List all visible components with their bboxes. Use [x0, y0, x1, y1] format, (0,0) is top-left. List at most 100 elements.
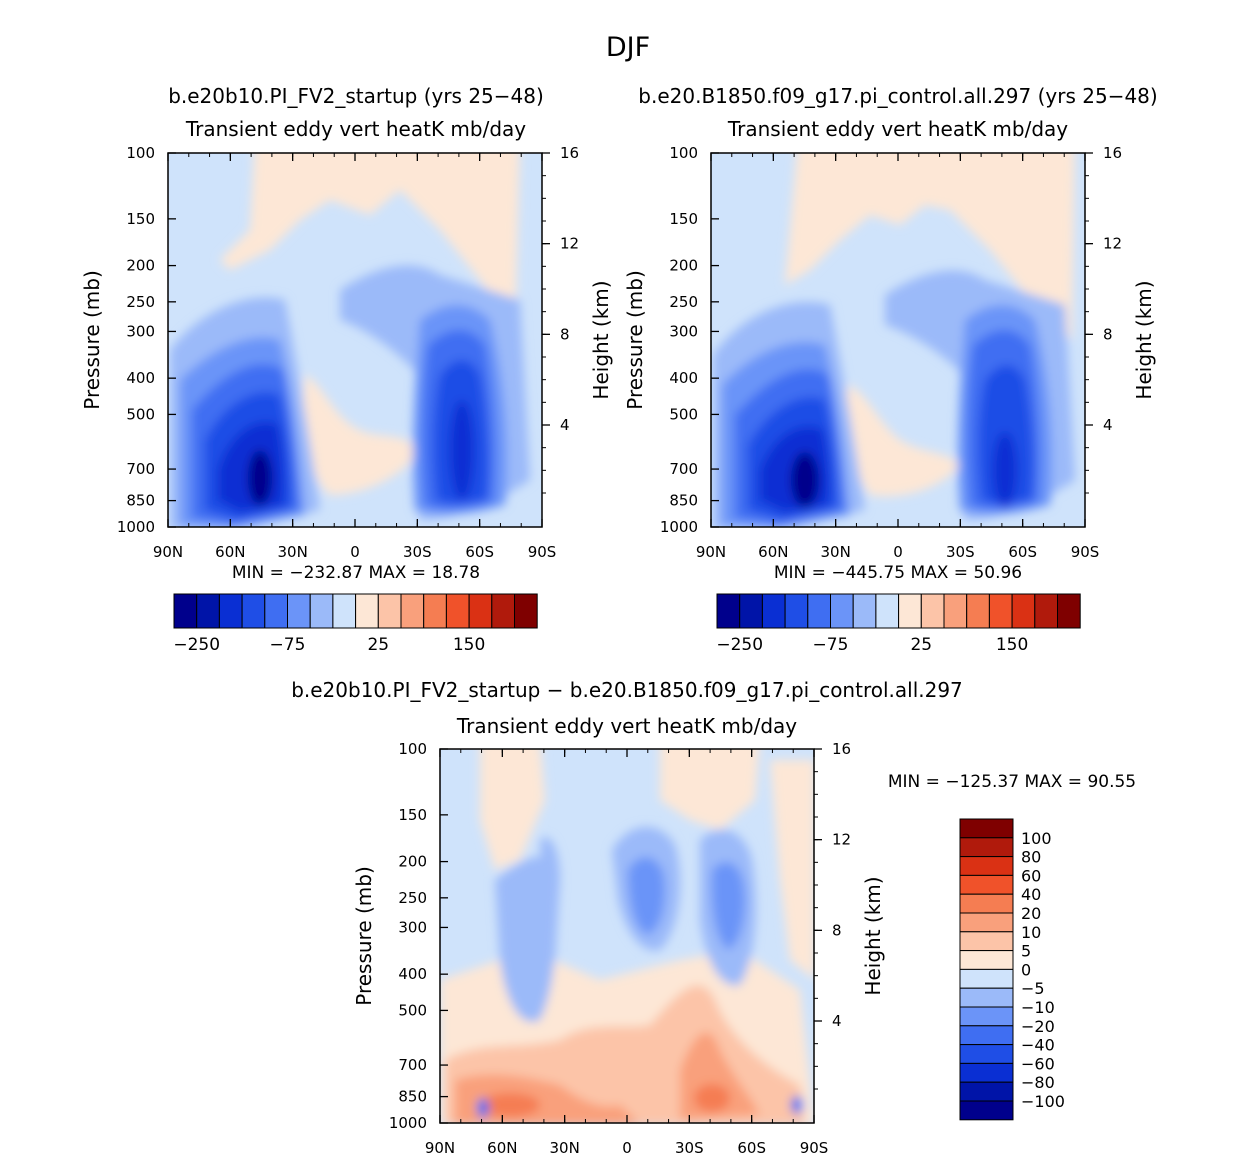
colorbar-swatch	[1011, 593, 1036, 629]
colorbar-swatch	[423, 593, 447, 629]
colorbar-label: −250	[173, 635, 220, 655]
p-tick-label: 850	[126, 492, 155, 510]
colorbar-swatch	[445, 593, 470, 629]
panel-right: b.e20.B1850.f09_g17.pi_control.all.297 (…	[623, 84, 1158, 655]
jet-north-core	[248, 450, 272, 506]
colorbar-label: −250	[716, 635, 763, 655]
colorbar-swatch	[966, 593, 990, 629]
p-tick-label: 250	[398, 889, 427, 907]
panel-right-colorbar: −250 −75 25 150	[716, 593, 1081, 655]
panel-diff-axes: 90N 60N 30N 0 30S 60S 90S 100 150 200 250 300 400 500…	[389, 740, 851, 1157]
panel-left-ylabel: Pressure (mb)	[80, 270, 104, 410]
x-tick-label: 30S	[675, 1139, 704, 1157]
p-tick-label: 400	[398, 965, 427, 983]
warm-region-upper	[220, 153, 520, 330]
colorbar-swatch	[875, 593, 900, 629]
p-tick-label: 850	[398, 1088, 427, 1106]
panel-right-field	[711, 153, 1085, 527]
p-tick-label: 200	[669, 257, 698, 275]
x-tick-label: 30S	[403, 543, 432, 561]
colorbar-swatch	[959, 1062, 1014, 1083]
colorbar-swatch	[959, 950, 1014, 970]
colorbar-swatch	[959, 856, 1014, 876]
p-tick-label: 150	[669, 210, 698, 228]
x-tick-label: 0	[350, 543, 360, 561]
colorbar-level: 10	[1021, 923, 1041, 942]
h-tick-label: 8	[1103, 325, 1113, 343]
cool-region-north-2	[540, 837, 560, 960]
colorbar-swatch	[355, 593, 379, 629]
p-tick-label: 500	[669, 405, 698, 423]
h-tick-label: 12	[832, 831, 851, 849]
panel-left: b.e20b10.PI_FV2_startup (yrs 25−48) Tran…	[80, 84, 613, 655]
colorbar-swatch	[959, 1006, 1014, 1027]
h-tick-label: 16	[560, 144, 579, 162]
p-tick-label: 250	[126, 293, 155, 311]
warm-region-top	[480, 749, 545, 870]
p-tick-label: 100	[398, 740, 427, 758]
panel-diff-y2label: Height (km)	[861, 876, 885, 995]
colorbar-level: 40	[1021, 885, 1041, 904]
warm-region-lower	[303, 375, 420, 495]
colorbar-swatch	[959, 1025, 1014, 1046]
colorbar-swatch	[491, 593, 515, 629]
colorbar-swatch	[1057, 593, 1081, 629]
colorbar-swatch	[959, 931, 1014, 952]
p-tick-label: 300	[126, 322, 155, 340]
colorbar-swatch	[959, 1081, 1014, 1102]
colorbar-level: 20	[1021, 904, 1041, 923]
jet-north-core	[791, 452, 819, 508]
colorbar-swatch	[377, 593, 402, 629]
colorbar-swatch	[959, 893, 1014, 914]
x-tick-label: 90N	[696, 543, 726, 561]
colorbar-label: −75	[270, 635, 306, 655]
h-tick-label: 8	[560, 325, 570, 343]
panel-left-colorbar: −250 −75 25 150	[173, 593, 538, 655]
h-tick-label: 12	[560, 235, 579, 253]
colorbar-swatch	[943, 593, 968, 629]
panel-left-stats: MIN = −232.87 MAX = 18.78	[232, 563, 480, 583]
panel-right-y2label: Height (km)	[1132, 280, 1156, 399]
p-tick-label: 1000	[389, 1114, 427, 1132]
colorbar-swatch	[287, 593, 311, 629]
colorbar-swatch	[400, 593, 425, 629]
p-tick-label: 100	[126, 144, 155, 162]
p-tick-label: 1000	[117, 518, 155, 536]
colorbar-swatch	[852, 593, 877, 629]
panel-diff-title: Transient eddy vert heatK mb/day	[456, 714, 797, 738]
colorbar-level: −80	[1021, 1073, 1055, 1092]
p-tick-label: 200	[126, 257, 155, 275]
colorbar-level: −5	[1021, 979, 1045, 998]
colorbar-label: 25	[367, 635, 389, 655]
warm-region-top-2	[660, 749, 760, 830]
cool-region-north-1	[495, 856, 557, 1022]
h-tick-label: 16	[832, 740, 851, 758]
colorbar-level: 60	[1021, 866, 1041, 885]
x-tick-label: 60N	[487, 1139, 517, 1157]
p-tick-label: 400	[126, 369, 155, 387]
x-tick-label: 90N	[153, 543, 183, 561]
colorbar-swatch	[241, 593, 266, 629]
colorbar-swatch	[959, 1100, 1014, 1121]
x-tick-label: 60N	[758, 543, 788, 561]
colorbar-swatch	[959, 837, 1014, 858]
colorbar-level: −10	[1021, 998, 1055, 1017]
p-tick-label: 150	[126, 210, 155, 228]
colorbar-swatch	[309, 593, 334, 629]
panel-left-axes: 90N 60N 30N 0 30S 60S 90S 100 150 200 250 300 400 500…	[117, 144, 579, 561]
panel-right-axes: 90N 60N 30N 0 30S 60S 90S 100 150 200 250 300 400 500…	[660, 144, 1122, 561]
x-tick-label: 0	[893, 543, 903, 561]
p-tick-label: 700	[126, 460, 155, 478]
p-tick-label: 150	[398, 806, 427, 824]
cool-core-south	[711, 862, 746, 950]
x-tick-label: 60S	[465, 543, 494, 561]
colorbar-swatch	[739, 593, 763, 629]
colorbar-swatch	[959, 912, 1014, 933]
x-tick-label: 90N	[425, 1139, 455, 1157]
colorbar-swatch	[784, 593, 809, 629]
warm-core-north	[480, 1093, 540, 1117]
colorbar-swatch	[920, 593, 945, 629]
x-tick-label: 90S	[800, 1139, 829, 1157]
jet-south-core	[450, 400, 474, 500]
